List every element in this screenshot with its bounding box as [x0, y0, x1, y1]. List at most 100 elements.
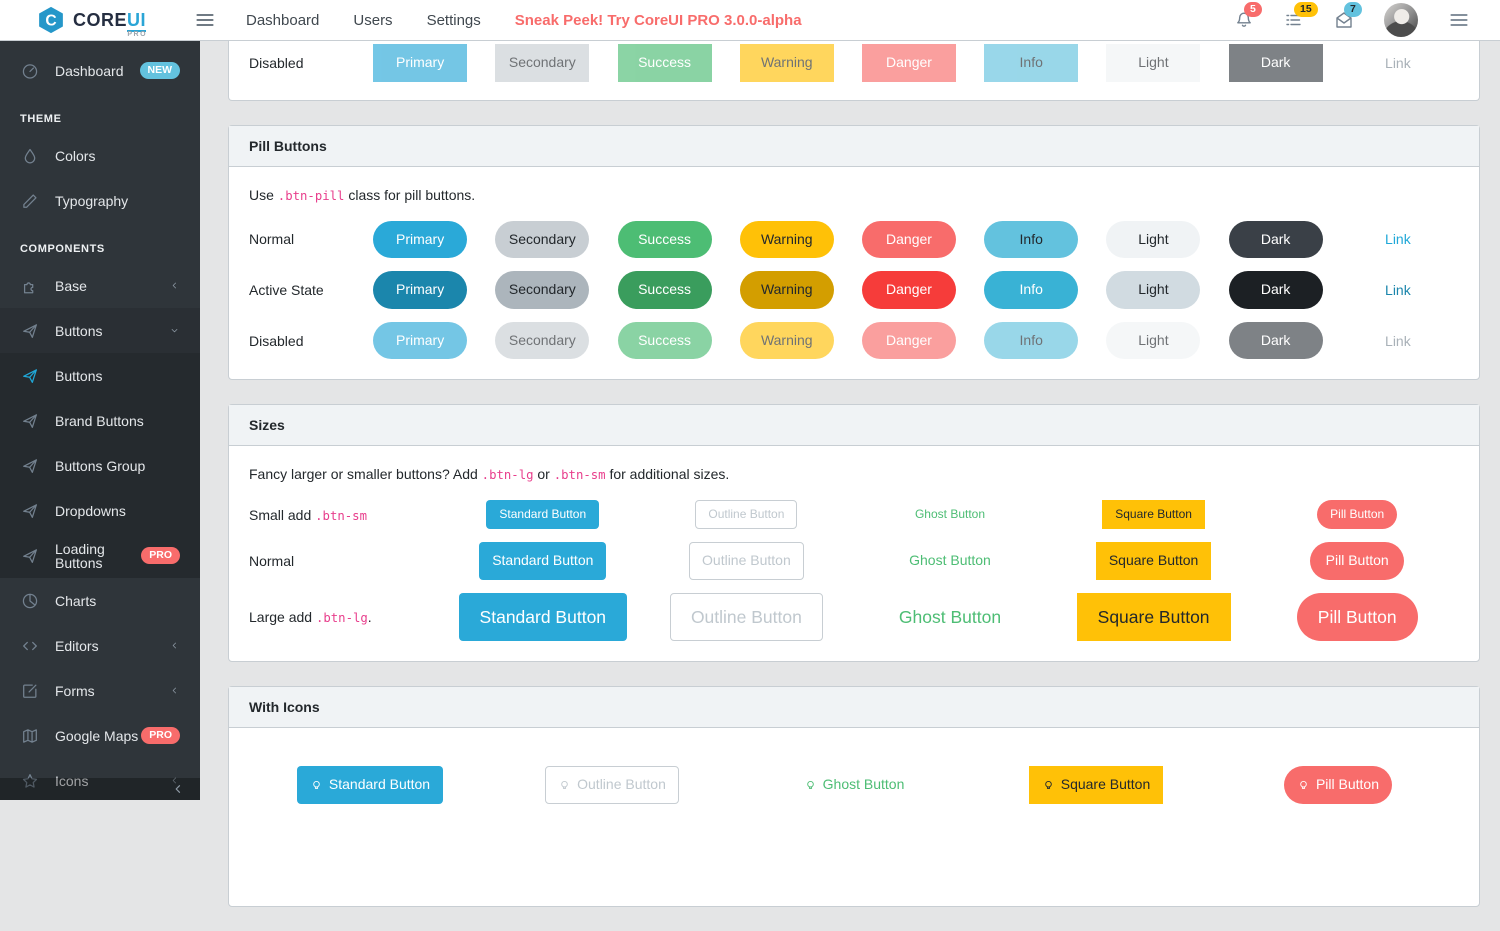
secondary-pill-button[interactable]: Secondary	[495, 271, 589, 309]
outline-button[interactable]: Outline Button	[545, 766, 679, 804]
info-square-button[interactable]: Info	[984, 44, 1078, 82]
outline-button[interactable]: Outline Button	[689, 542, 804, 580]
user-avatar[interactable]	[1384, 3, 1418, 37]
dark-pill-button[interactable]: Dark	[1229, 271, 1323, 309]
success-pill-button[interactable]: Success	[618, 271, 712, 309]
danger-square-button[interactable]: Danger	[862, 44, 956, 82]
notifications-bell-icon[interactable]: 5	[1234, 10, 1254, 30]
square-button[interactable]: Square Button	[1096, 542, 1212, 580]
sidebar-item-forms[interactable]: Forms	[0, 668, 200, 713]
nav-link-settings[interactable]: Settings	[427, 12, 481, 29]
code-snippet: .btn-lg	[316, 611, 368, 625]
outline-button[interactable]: Outline Button	[670, 593, 823, 642]
nav-link-users[interactable]: Users	[353, 12, 392, 29]
sidebar-item-label: Buttons Group	[55, 459, 145, 473]
sidebar-item-buttons[interactable]: Buttons	[0, 308, 200, 353]
sidebar-section-title-theme: THEME	[0, 93, 200, 133]
warning-pill-button[interactable]: Warning	[740, 221, 834, 259]
button-cell: Info	[970, 322, 1092, 360]
success-pill-button[interactable]: Success	[618, 322, 712, 360]
text-fragment: Large add	[249, 609, 316, 625]
button-cell: Link	[1337, 274, 1459, 306]
ghost-button[interactable]: Ghost Button	[791, 766, 918, 804]
pill-button[interactable]: Pill Button	[1310, 542, 1404, 580]
sidebar-item-buttons-group[interactable]: Buttons Group	[0, 443, 200, 488]
link-button[interactable]: Link	[1385, 47, 1411, 79]
button-row: Normal Primary Secondary Success Warning Dang…	[249, 221, 1459, 259]
pill-button[interactable]: Pill Button	[1284, 766, 1392, 804]
link-button[interactable]: Link	[1385, 274, 1411, 306]
ghost-button[interactable]: Ghost Button	[902, 500, 998, 529]
ghost-button[interactable]: Ghost Button	[878, 593, 1022, 642]
sidebar-item-dropdowns[interactable]: Dropdowns	[0, 488, 200, 533]
dark-square-button[interactable]: Dark	[1229, 44, 1323, 82]
cursor-icon	[20, 456, 40, 476]
link-button[interactable]: Link	[1385, 325, 1411, 357]
aside-toggler-icon[interactable]	[1448, 9, 1470, 31]
success-pill-button[interactable]: Success	[618, 221, 712, 259]
link-button[interactable]: Link	[1385, 223, 1411, 255]
light-pill-button[interactable]: Light	[1106, 271, 1200, 309]
light-square-button[interactable]: Light	[1106, 44, 1200, 82]
sidebar-item-colors[interactable]: Colors	[0, 133, 200, 178]
sidebar-item-typography[interactable]: Typography	[0, 178, 200, 223]
row-label: Normal	[249, 231, 294, 247]
pill-button[interactable]: Pill Button	[1297, 593, 1418, 642]
square-button[interactable]: Square Button	[1102, 500, 1205, 529]
button-cell: Dark	[1215, 271, 1337, 309]
button-cell: Warning	[726, 44, 848, 82]
standard-button[interactable]: Standard Button	[479, 542, 606, 580]
primary-pill-button[interactable]: Primary	[373, 271, 467, 309]
light-pill-button[interactable]: Light	[1106, 221, 1200, 259]
warning-pill-button[interactable]: Warning	[740, 322, 834, 360]
warning-square-button[interactable]: Warning	[740, 44, 834, 82]
dark-pill-button[interactable]: Dark	[1229, 322, 1323, 360]
sidebar-item-base[interactable]: Base	[0, 263, 200, 308]
warning-pill-button[interactable]: Warning	[740, 271, 834, 309]
danger-pill-button[interactable]: Danger	[862, 221, 956, 259]
success-square-button[interactable]: Success	[618, 44, 712, 82]
messages-envelope-icon[interactable]: 7	[1334, 10, 1354, 30]
danger-pill-button[interactable]: Danger	[862, 322, 956, 360]
standard-button[interactable]: Standard Button	[297, 766, 443, 804]
row-label: Active State	[249, 282, 324, 298]
pro-promo-link[interactable]: Sneak Peek! Try CoreUI PRO 3.0.0-alpha	[515, 12, 802, 29]
button-cell: Link	[1337, 325, 1459, 357]
sidebar-item-brand-buttons[interactable]: Brand Buttons	[0, 398, 200, 443]
secondary-pill-button[interactable]: Secondary	[495, 322, 589, 360]
primary-square-button[interactable]: Primary	[373, 44, 467, 82]
secondary-pill-button[interactable]: Secondary	[495, 221, 589, 259]
pill-button[interactable]: Pill Button	[1317, 500, 1397, 529]
info-pill-button[interactable]: Info	[984, 271, 1078, 309]
light-pill-button[interactable]: Light	[1106, 322, 1200, 360]
outline-button[interactable]: Outline Button	[695, 500, 797, 529]
code-snippet: .btn-lg	[482, 468, 534, 482]
tasks-list-icon[interactable]: 15	[1284, 10, 1304, 30]
standard-button[interactable]: Standard Button	[486, 500, 599, 529]
info-pill-button[interactable]: Info	[984, 221, 1078, 259]
primary-pill-button[interactable]: Primary	[373, 322, 467, 360]
danger-pill-button[interactable]: Danger	[862, 271, 956, 309]
primary-pill-button[interactable]: Primary	[373, 221, 467, 259]
sidebar-toggler-icon[interactable]	[190, 5, 220, 35]
secondary-square-button[interactable]: Secondary	[495, 44, 589, 82]
sidebar-item-editors[interactable]: Editors	[0, 623, 200, 668]
info-pill-button[interactable]: Info	[984, 322, 1078, 360]
ghost-button[interactable]: Ghost Button	[896, 542, 1004, 580]
square-button[interactable]: Square Button	[1077, 593, 1231, 642]
nav-link-dashboard[interactable]: Dashboard	[246, 12, 319, 29]
standard-button[interactable]: Standard Button	[459, 593, 627, 642]
square-button[interactable]: Square Button	[1029, 766, 1164, 804]
dark-pill-button[interactable]: Dark	[1229, 221, 1323, 259]
header-nav: Dashboard Users Settings Sneak Peek! Try…	[246, 12, 802, 29]
sidebar-minimizer[interactable]	[0, 778, 200, 800]
sidebar-item-charts[interactable]: Charts	[0, 578, 200, 623]
sidebar-item-buttons[interactable]: Buttons	[0, 353, 200, 398]
